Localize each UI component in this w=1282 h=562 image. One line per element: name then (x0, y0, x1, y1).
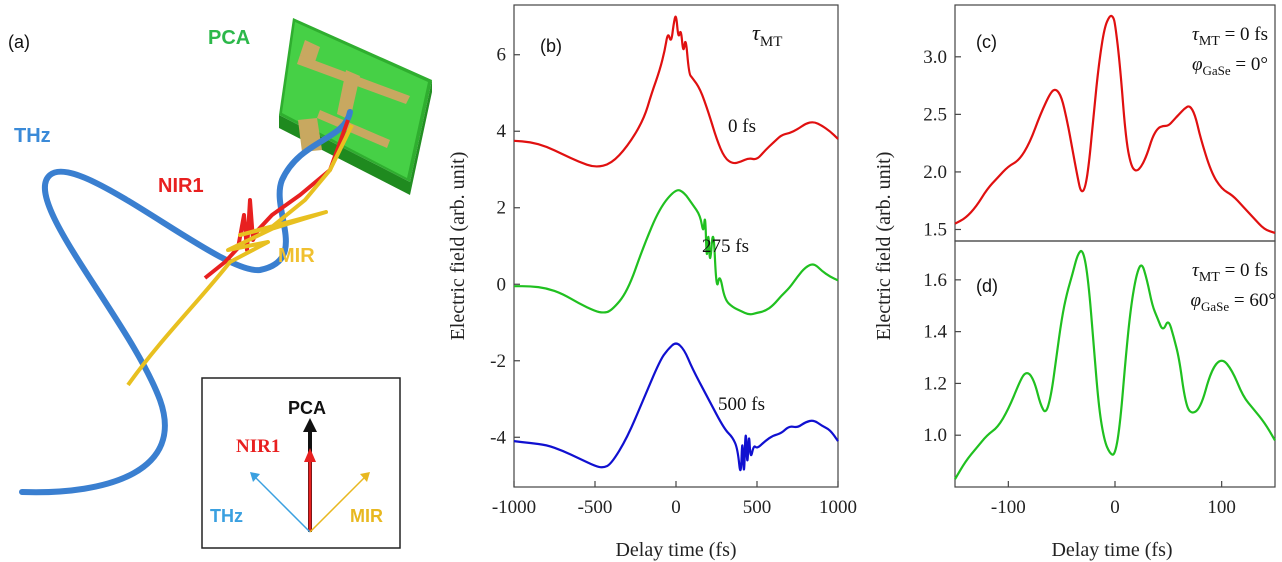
panel-d-ytick-label: 1.2 (923, 373, 947, 394)
panel-b-xtick-label: 500 (743, 497, 772, 518)
panel-d-label: (d) (976, 276, 998, 296)
inset-nir1-label: NIR1 (236, 436, 280, 457)
panel-b-ytick-label: 4 (497, 121, 507, 142)
panel-b-ytick-label: 2 (497, 198, 507, 219)
panel-b-series-line-1 (513, 189, 839, 316)
tau-symbol: τ (752, 20, 761, 45)
panel-c: (c) τMT = 0 fs φGaSe = 0° 1.5 2.0 2.5 3.0 (923, 4, 1276, 242)
panel-b-x-label: Delay time (fs) (615, 539, 736, 561)
panel-d-xtick-label: -100 (991, 497, 1026, 518)
panel-b-ytick-label: -4 (490, 427, 506, 448)
panel-c-annotation-line2: φGaSe = 0° (1192, 54, 1268, 78)
panel-b-xtick-label: -500 (578, 497, 613, 518)
panel-d-series (954, 249, 1276, 480)
mir-beam (126, 124, 354, 387)
mir-label: MIR (278, 245, 315, 267)
panel-b-y-ticks: -4 -2 0 2 4 6 (490, 45, 520, 448)
panel-c-series (954, 14, 1276, 234)
pca-label: PCA (208, 27, 250, 49)
tau-subscript: MT (760, 34, 783, 50)
panel-d-xtick-label: 0 (1110, 497, 1120, 518)
panel-a: (a) PCA THz NIR1 MIR (8, 18, 432, 549)
panel-b-label: (b) (540, 36, 562, 56)
panel-b-legend-title: τMT (752, 20, 782, 50)
panel-c-ytick-label: 2.5 (923, 104, 947, 125)
panel-d-series-line-0 (954, 249, 1276, 480)
panel-b-frame (513, 4, 839, 488)
panel-d-x-ticks: -100 0 100 (991, 481, 1236, 518)
panel-d-annotation-line2: φGaSe = 60° (1190, 290, 1276, 314)
panel-b-ytick-label: 0 (497, 274, 507, 295)
panel-c-label: (c) (976, 32, 997, 52)
panel-b-ytick-label: -2 (490, 351, 506, 372)
panel-d-annotation-line1: τMT = 0 fs (1192, 260, 1268, 285)
panel-b-series-line-2 (513, 342, 839, 472)
inset-mir-label: MIR (350, 506, 383, 526)
series-label-500fs: 500 fs (718, 394, 765, 415)
panel-b-xtick-label: 0 (671, 497, 681, 518)
polarization-inset: PCA NIR1 THz MIR (201, 377, 401, 549)
panel-b-series (513, 15, 839, 472)
panel-b-y-label: Electric field (arb. unit) (447, 152, 469, 341)
inset-pca-label: PCA (288, 398, 326, 418)
inset-thz-label: THz (210, 506, 243, 526)
panel-a-label: (a) (8, 32, 30, 52)
panel-cd-y-label: Electric field (arb. unit) (873, 152, 895, 341)
panel-c-ytick-label: 2.0 (923, 162, 947, 183)
panel-c-ytick-label: 1.5 (923, 219, 947, 240)
panel-d-ytick-label: 1.6 (923, 270, 947, 291)
panel-d-x-label: Delay time (fs) (1051, 539, 1172, 561)
thz-label: THz (14, 125, 51, 147)
panel-c-series-line-0 (954, 14, 1276, 234)
thz-beam (19, 109, 353, 496)
panel-c-y-ticks: 1.5 2.0 2.5 3.0 (923, 47, 961, 240)
panel-d-ytick-label: 1.4 (923, 322, 947, 343)
panel-b-xtick-label: 1000 (819, 497, 857, 518)
pca-antenna-illustration: PCA (208, 18, 432, 195)
series-label-275fs: 275 fs (702, 236, 749, 257)
panel-c-ytick-label: 3.0 (923, 47, 947, 68)
panel-d-y-ticks: 1.0 1.2 1.4 1.6 (923, 270, 961, 446)
panel-b-ytick-label: 6 (497, 45, 507, 66)
panel-b-xtick-label: -1000 (492, 497, 536, 518)
panel-c-annotation-line1: τMT = 0 fs (1192, 24, 1268, 49)
panel-b-series-line-0 (513, 15, 839, 168)
panel-d: (d) τMT = 0 fs φGaSe = 60° 1.01.21.41.6 … (873, 152, 1276, 561)
panel-d-xtick-label: 100 (1207, 497, 1236, 518)
panel-d-ytick-label: 1.0 (923, 425, 947, 446)
series-label-0fs: 0 fs (728, 116, 756, 137)
panel-b-x-ticks: -1000 -500 0 500 1000 (492, 481, 857, 518)
nir1-label: NIR1 (158, 175, 204, 197)
